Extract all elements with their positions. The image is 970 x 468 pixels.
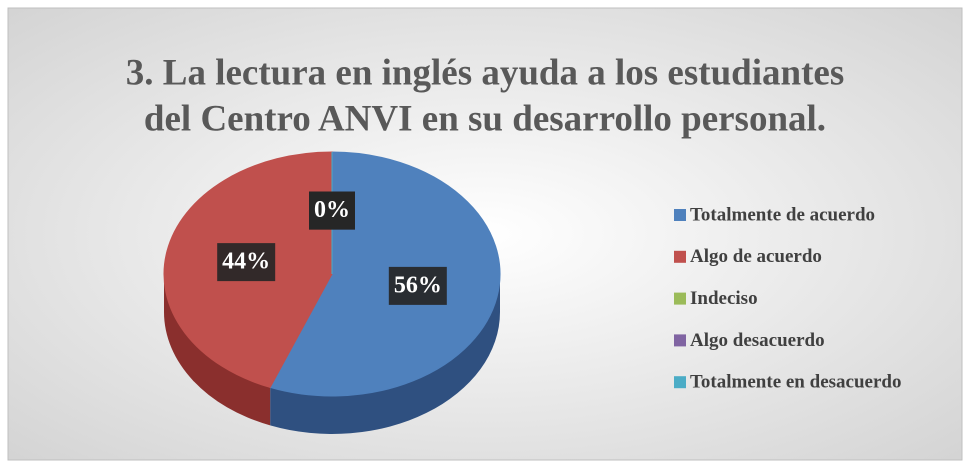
data-label: 44% <box>222 249 270 275</box>
pie-side <box>164 274 271 426</box>
legend-swatch <box>674 250 686 263</box>
data-label: 0% <box>314 197 350 223</box>
legend-swatch <box>674 209 686 221</box>
legend-label: Totalmente de acuerdo <box>690 204 875 225</box>
chart-title: del Centro ANVI en su desarrollo persona… <box>144 98 826 139</box>
legend-swatch <box>674 292 686 305</box>
legend-label: Algo de acuerdo <box>690 246 822 267</box>
legend-label: Algo desacuerdo <box>690 330 825 351</box>
chart-title: 3. La lectura en inglés ayuda a los estu… <box>126 52 844 93</box>
legend-swatch <box>674 376 686 389</box>
legend-label: Indeciso <box>690 288 758 309</box>
data-label-box <box>309 191 355 230</box>
legend-label: Totalmente en desacuerdo <box>690 372 901 393</box>
legend-swatch <box>674 334 686 347</box>
data-label-box <box>388 266 447 305</box>
pie-slice <box>269 151 501 397</box>
pie-side <box>270 274 500 434</box>
data-label: 56% <box>394 272 442 298</box>
data-label-box <box>217 243 276 282</box>
